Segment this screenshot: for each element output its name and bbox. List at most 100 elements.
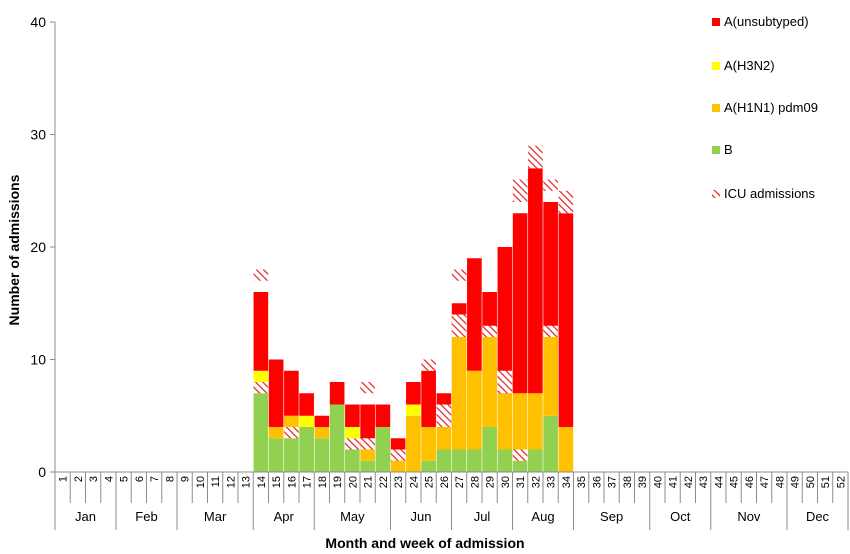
week-label: 5 [119,476,131,482]
week-label: 22 [378,476,390,488]
bar-segment [284,438,299,472]
bar-segment [299,427,314,472]
month-label: Sep [600,509,623,524]
bar-segment [467,449,482,472]
bar-segment [314,438,330,472]
bar-segment [345,449,360,472]
bar-segment [482,427,497,472]
bar-segment [329,382,345,405]
icu-hatched-segment [421,359,436,371]
icu-hatched-segment [543,179,558,191]
week-label: 23 [393,476,405,488]
bar-segment [451,449,467,472]
icu-hatched-segment [512,449,528,461]
bar-segment [497,393,513,450]
week-label: 16 [286,476,298,488]
bar-segment [528,168,543,394]
week-label: 1 [58,476,70,482]
bar-segment [253,292,269,371]
bar-segment [314,415,330,427]
week-label: 43 [698,476,710,488]
bar-segment [406,415,421,472]
week-label: 20 [347,476,359,488]
month-label: Nov [737,509,761,524]
bar-segment [406,382,421,405]
legend-swatch [712,190,720,198]
bar-segment [284,370,299,416]
week-label: 21 [363,476,375,488]
week-label: 45 [729,476,741,488]
month-label: Jan [75,509,96,524]
bar-segment [512,213,528,394]
week-label: 30 [500,476,512,488]
bar-segment [512,393,528,461]
week-label: 19 [332,476,344,488]
icu-hatched-segment [528,145,543,169]
month-label: Dec [806,509,830,524]
legend-swatch [712,146,720,154]
bar-segment [543,415,558,472]
bar-segment [482,337,497,427]
month-label: Aug [531,509,554,524]
legend-label: A(unsubtyped) [724,14,809,29]
week-label: 2 [73,476,85,482]
icu-hatched-segment [558,190,574,214]
icu-overlay-layer [253,145,574,461]
week-label: 40 [652,476,664,488]
week-label: 14 [256,476,268,488]
bars-layer [253,168,574,472]
y-tick-label: 0 [38,464,46,480]
legend-label: A(H3N2) [724,58,775,73]
icu-hatched-segment [390,449,406,461]
week-label: 51 [820,476,832,488]
bar-segment [436,427,452,450]
bar-segment [360,449,375,461]
bar-segment [345,404,360,427]
week-label: 17 [302,476,314,488]
month-label: Mar [204,509,227,524]
legend-swatch [712,18,720,26]
week-label: 32 [530,476,542,488]
week-label: 42 [683,476,695,488]
week-label: 18 [317,476,329,488]
x-axis-title: Month and week of admission [325,535,524,551]
week-label: 37 [607,476,619,488]
bar-segment [467,370,482,450]
week-label: 49 [790,476,802,488]
week-label: 11 [210,476,222,487]
icu-hatched-segment [512,179,528,202]
y-tick-label: 20 [30,239,46,255]
legend-label: B [724,142,733,157]
bar-segment [543,202,558,337]
icu-hatched-segment [345,438,360,450]
icu-hatched-segment [253,382,269,394]
month-label: Jun [411,509,432,524]
bar-segment [497,247,513,394]
week-label: 46 [744,476,756,488]
week-label: 25 [424,476,436,488]
week-label: 12 [225,476,237,488]
week-label: 9 [180,476,192,482]
bar-segment [421,460,436,472]
week-label: 35 [576,476,588,488]
week-label: 26 [439,476,451,488]
legend-swatch [712,104,720,112]
week-label: 47 [759,476,771,488]
icu-hatched-segment [284,427,299,439]
bar-segment [345,427,360,439]
week-label: 15 [271,476,283,488]
y-tick-label: 10 [30,352,46,368]
bar-segment [528,449,543,472]
bar-segment [253,370,269,382]
icu-hatched-segment [497,370,513,394]
bar-segment [421,427,436,461]
bar-segment [528,393,543,450]
bar-segment [375,404,391,427]
icu-hatched-segment [253,269,269,281]
legend-label: ICU admissions [724,186,816,201]
month-label: Feb [135,509,157,524]
bar-segment [421,370,436,427]
week-label: 3 [88,476,100,482]
